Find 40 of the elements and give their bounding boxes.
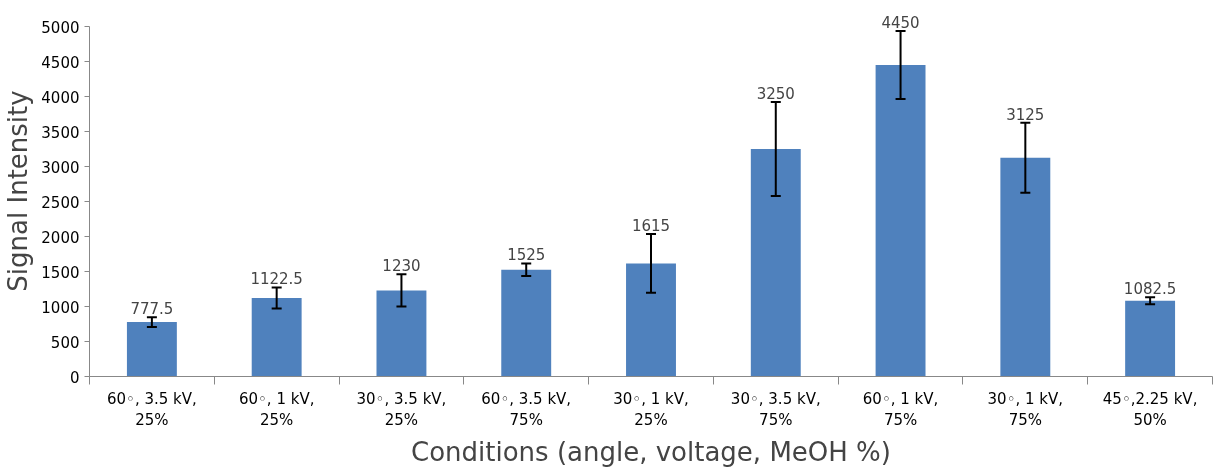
y-tick-label: 5000 — [41, 18, 80, 37]
x-tick-label: 60◦, 3.5 kV, 75% — [481, 389, 572, 430]
y-tick-label: 2500 — [41, 193, 80, 212]
x-tick-label: 30◦, 1 kV, 25% — [613, 389, 689, 430]
x-tick-label: 60◦, 3.5 kV, 25% — [106, 389, 197, 430]
bar — [376, 290, 427, 377]
x-tick-label: 30◦, 3.5 kV, 25% — [356, 389, 447, 430]
bar — [626, 263, 676, 377]
data-label: 1230 — [382, 257, 421, 276]
y-tick-label: 0 — [69, 368, 80, 387]
y-tick-label: 2000 — [41, 228, 80, 247]
x-axis-title: Conditions (angle, voltage, MeOH %) — [411, 437, 891, 468]
bar — [501, 269, 552, 377]
y-tick-label: 4500 — [41, 53, 80, 72]
data-label: 3250 — [756, 85, 795, 104]
bar — [750, 149, 801, 377]
x-tick-label: 45◦,2.25 kV, 50% — [1102, 389, 1198, 430]
x-tick-label: 60◦, 1 kV, 25% — [238, 389, 315, 430]
data-label: 777.5 — [130, 300, 174, 319]
y-tick-label: 1000 — [41, 298, 80, 317]
bar — [251, 297, 302, 377]
data-label: 1082.5 — [1123, 280, 1177, 299]
x-tick-label: 30◦, 1 kV, 75% — [987, 389, 1064, 430]
data-label: 1525 — [507, 246, 546, 265]
y-tick-label: 3500 — [41, 123, 80, 142]
bar — [875, 65, 926, 377]
data-label: 4450 — [881, 14, 920, 33]
bar — [1125, 300, 1176, 377]
y-tick-label: 3000 — [41, 158, 80, 177]
y-tick-label: 1500 — [41, 263, 80, 282]
y-tick-label: 500 — [50, 333, 80, 352]
bar — [1000, 157, 1051, 377]
x-tick-label: 30◦, 3.5 kV, 75% — [730, 389, 821, 430]
bar — [126, 322, 177, 377]
data-label: 3125 — [1006, 105, 1045, 124]
y-axis-title: Signal Intensity — [3, 90, 34, 292]
data-label: 1122.5 — [250, 270, 303, 289]
y-tick-label: 4000 — [41, 88, 80, 107]
data-label: 1615 — [631, 217, 671, 236]
x-tick-label: 60◦, 1 kV, 75% — [862, 389, 939, 430]
